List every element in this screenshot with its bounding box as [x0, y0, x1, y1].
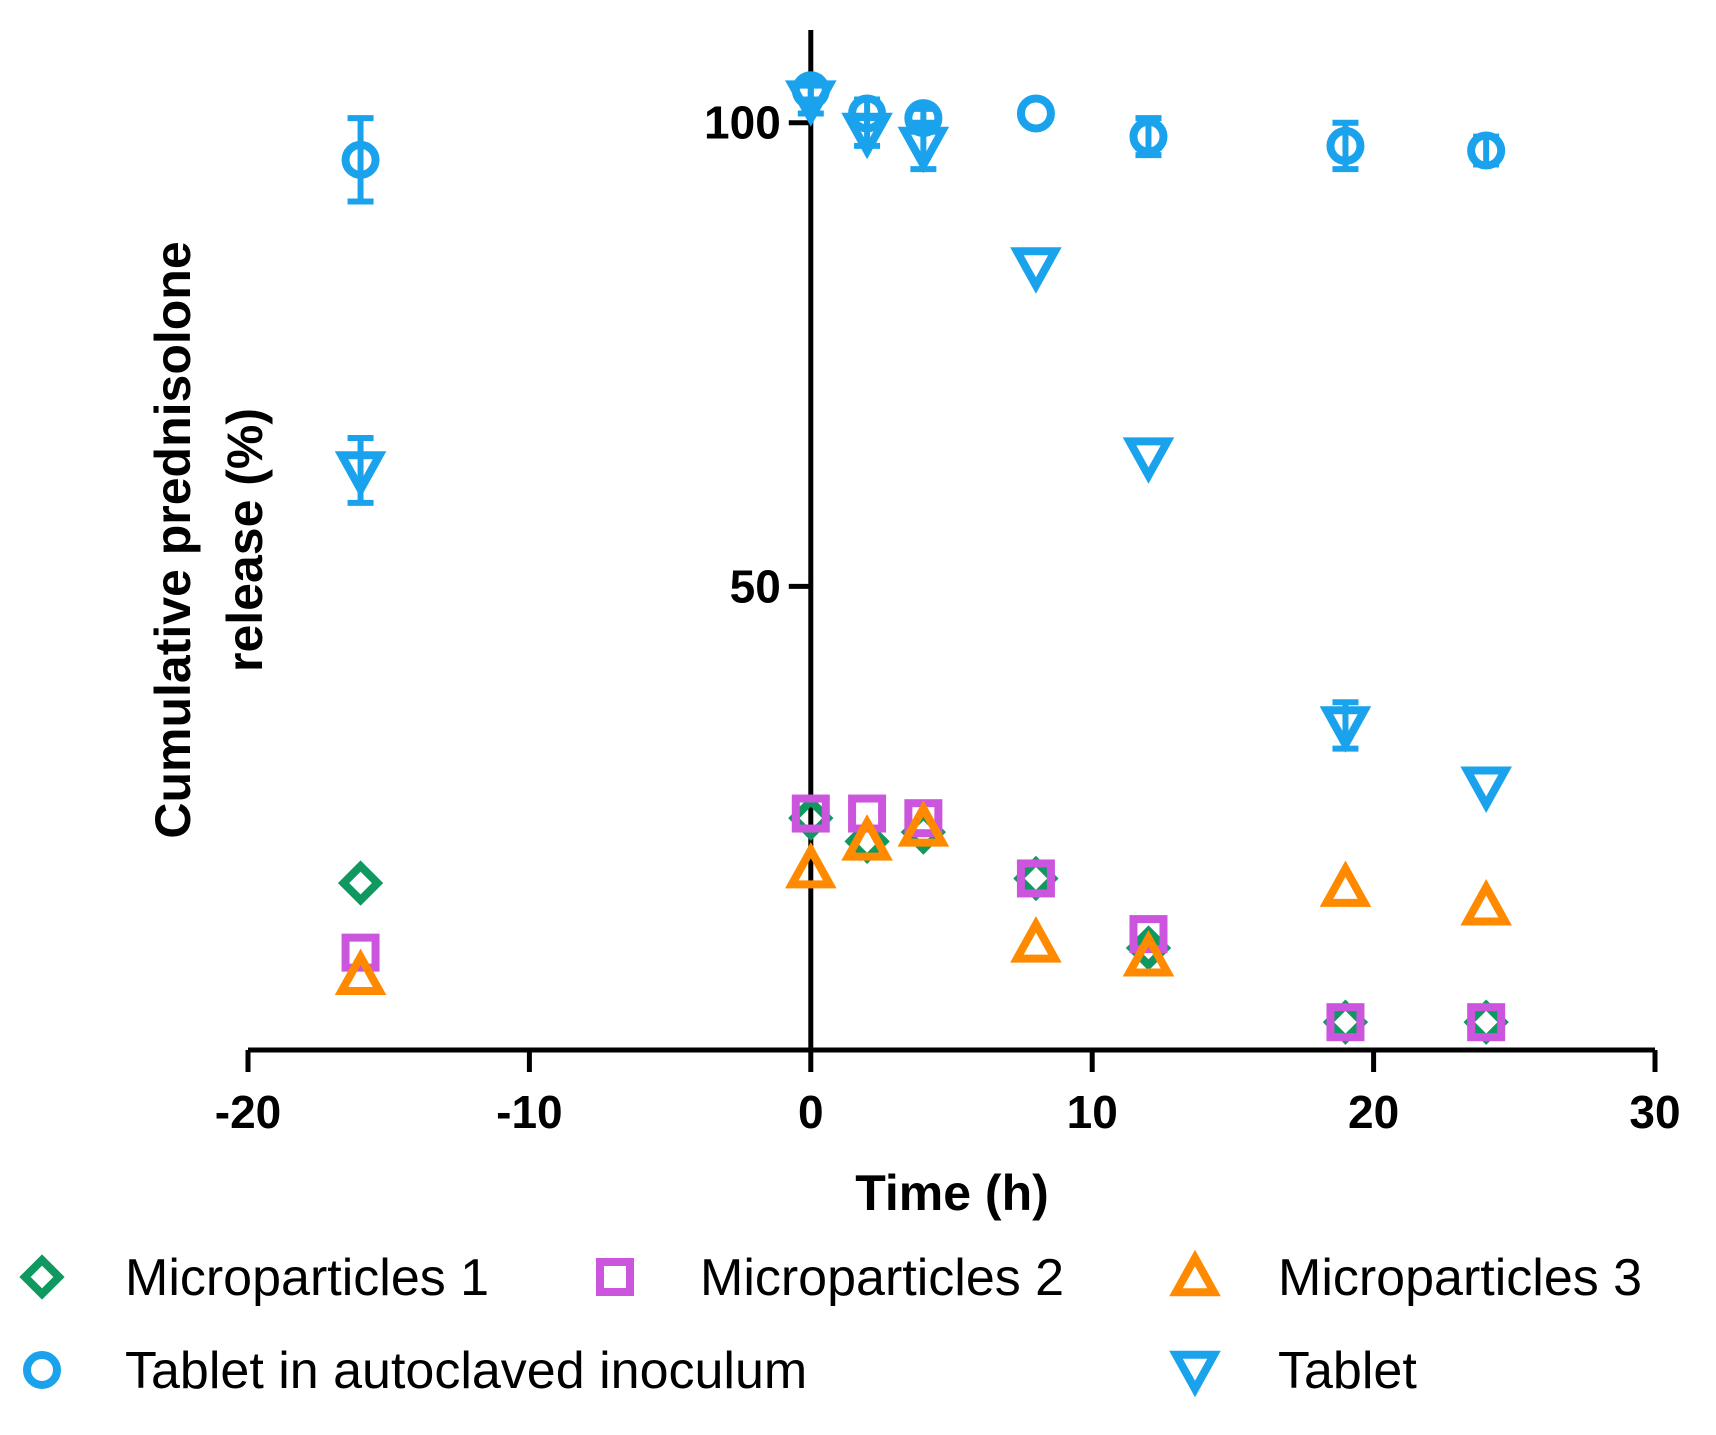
data-point [1016, 859, 1055, 898]
y-axis-title-line-1: Cumulative prednisolone [145, 241, 201, 838]
data-point [1122, 930, 1175, 977]
legend-item: Tablet in autoclaved inoculum [23, 1342, 807, 1400]
data-point [841, 814, 893, 861]
legend-item: Microparticles 2 [596, 1249, 1064, 1307]
x-tick-label: 30 [1629, 1086, 1680, 1138]
data-point [897, 126, 950, 174]
data-point [897, 800, 950, 847]
data-point [785, 80, 837, 127]
legend-marker [19, 1254, 65, 1300]
x-tick-label: -20 [215, 1086, 281, 1138]
y-axis-title-line-2: release (%) [217, 408, 273, 672]
legend-marker [596, 1258, 634, 1296]
y-tick-label: 50 [730, 560, 781, 612]
data-point [1319, 860, 1372, 907]
data-point [1129, 117, 1168, 156]
series-square [341, 794, 1506, 1042]
legend-label: Tablet in autoclaved inoculum [125, 1342, 807, 1400]
data-point [341, 933, 380, 972]
data-point [1319, 706, 1372, 753]
data-point [1460, 879, 1512, 926]
legend-item: Microparticles 1 [19, 1249, 489, 1307]
x-axis-title: Time (h) [855, 1165, 1049, 1221]
x-tick-label: -10 [496, 1086, 562, 1138]
legend-item: Tablet [1169, 1342, 1417, 1400]
data-point [1129, 915, 1168, 954]
data-point [785, 841, 837, 889]
data-point [1010, 247, 1062, 294]
data-point [1016, 94, 1055, 133]
series-triangle-up [334, 800, 1512, 996]
data-marks [334, 71, 1512, 1045]
legend-item: Microparticles 3 [1169, 1249, 1642, 1307]
data-point [791, 794, 830, 833]
data-point [1467, 1003, 1506, 1042]
x-tick-label: 0 [798, 1086, 824, 1138]
data-point [841, 112, 893, 160]
data-point [1326, 126, 1365, 165]
data-point [1010, 916, 1062, 963]
legend: Microparticles 1 Microparticles 2 Micropar… [19, 1249, 1642, 1400]
data-point [337, 860, 384, 906]
axes [248, 30, 1655, 1053]
ticks: -20 -10 0 10 20 30 50 100 [215, 97, 1681, 1138]
data-point [1326, 1003, 1365, 1042]
x-tick-label: 10 [1067, 1086, 1118, 1138]
x-tick-label: 20 [1348, 1086, 1399, 1138]
data-point [1122, 437, 1175, 484]
legend-marker [1169, 1249, 1221, 1297]
data-point [334, 451, 387, 498]
legend-label: Microparticles 2 [700, 1249, 1064, 1307]
data-point [1460, 766, 1512, 813]
legend-marker [23, 1351, 61, 1389]
data-point [1467, 131, 1506, 170]
series-triangle-down [334, 80, 1512, 813]
legend-marker [1169, 1350, 1221, 1398]
legend-label: Tablet [1278, 1342, 1417, 1400]
y-tick-label: 100 [704, 97, 781, 149]
data-point [334, 948, 387, 996]
legend-label: Microparticles 3 [1278, 1249, 1642, 1307]
data-point [341, 140, 380, 179]
legend-label: Microparticles 1 [125, 1249, 489, 1307]
